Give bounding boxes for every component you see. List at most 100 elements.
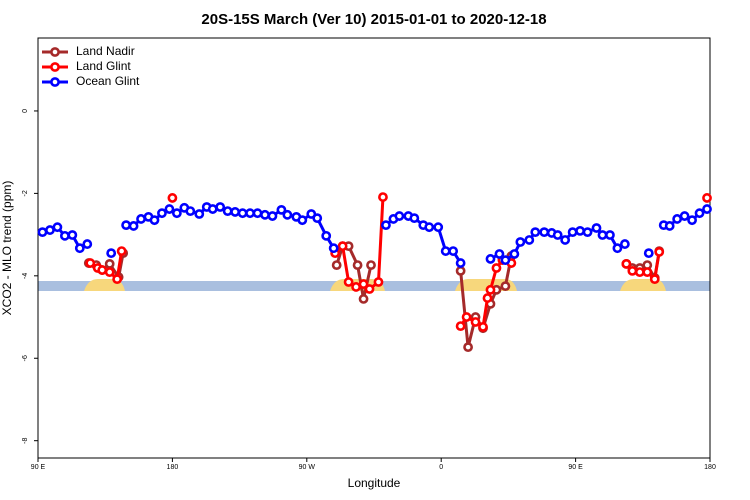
data-point	[455, 258, 466, 268]
legend-marker	[50, 47, 60, 57]
data-point	[222, 206, 233, 217]
chart-title: 20S-15S March (Ver 10) 2015-01-01 to 202…	[201, 11, 546, 28]
data-point	[112, 274, 123, 285]
data-point	[352, 260, 363, 271]
data-point	[494, 249, 505, 259]
data-point	[85, 258, 96, 268]
data-point	[478, 322, 488, 332]
data-point	[167, 193, 178, 203]
data-point	[394, 211, 405, 221]
data-point	[605, 230, 615, 240]
data-point	[463, 342, 473, 353]
data-point	[621, 258, 632, 269]
data-point	[157, 208, 167, 219]
data-point	[500, 255, 511, 266]
data-point	[82, 239, 93, 249]
data-point	[455, 321, 466, 332]
legend-label: Land Glint	[76, 59, 131, 73]
data-point	[282, 209, 293, 220]
data-point	[702, 193, 712, 203]
data-point	[358, 294, 369, 304]
data-point	[331, 260, 342, 271]
legend-label: Land Nadir	[76, 44, 135, 58]
data-point	[121, 220, 132, 231]
data-point	[619, 239, 630, 249]
data-point	[694, 208, 705, 219]
x-tick-label: 180	[704, 464, 716, 471]
data-point	[664, 221, 675, 231]
data-point	[461, 312, 472, 322]
data-point	[470, 317, 481, 327]
data-point	[591, 223, 602, 233]
data-point	[104, 267, 115, 278]
y-tick-label: -4	[22, 273, 29, 279]
data-point	[67, 230, 78, 240]
data-point	[276, 204, 287, 215]
data-point	[649, 274, 660, 285]
data-point	[74, 243, 85, 254]
data-point	[582, 227, 593, 238]
data-point	[485, 254, 496, 264]
legend-label: Ocean Glint	[76, 74, 140, 88]
legend-marker	[50, 62, 60, 72]
x-axis-label: Longitude	[348, 476, 401, 490]
data-point	[552, 230, 563, 240]
data-point	[567, 227, 578, 238]
data-point	[482, 293, 493, 303]
data-point	[215, 202, 226, 212]
data-point	[509, 249, 520, 259]
data-point	[52, 222, 63, 233]
data-point	[237, 208, 248, 219]
data-point	[539, 227, 550, 238]
x-tick-label: 180	[167, 464, 179, 471]
data-point	[597, 230, 608, 240]
data-point	[106, 248, 117, 259]
y-axis-label: XCO2 - MLO trend (ppm)	[0, 181, 14, 316]
data-point	[424, 222, 435, 233]
data-point	[515, 237, 526, 247]
data-point	[575, 225, 585, 236]
data-point	[642, 267, 653, 278]
data-point	[260, 209, 270, 220]
data-point	[297, 215, 308, 226]
data-point	[149, 215, 160, 226]
data-point	[654, 247, 665, 257]
data-point	[500, 281, 511, 292]
legend-marker	[50, 77, 60, 87]
data-point	[364, 284, 375, 294]
data-point	[530, 227, 541, 238]
data-point	[524, 235, 535, 245]
data-point	[207, 204, 218, 214]
x-tick-label: 90 E	[31, 464, 46, 471]
data-point	[343, 277, 354, 287]
data-point	[627, 265, 638, 276]
data-point	[230, 207, 241, 217]
data-point	[45, 225, 55, 235]
data-point	[59, 230, 70, 241]
data-point	[328, 243, 339, 254]
data-point	[116, 246, 127, 256]
data-point	[381, 220, 391, 231]
data-point	[185, 206, 196, 217]
data-point	[634, 267, 645, 278]
data-point	[321, 230, 332, 241]
data-point	[164, 204, 175, 214]
data-point	[448, 246, 459, 256]
data-point	[455, 265, 466, 276]
plot-frame	[37, 37, 711, 459]
data-point	[245, 208, 255, 219]
data-point	[366, 260, 376, 271]
data-point	[672, 214, 683, 224]
data-point	[485, 284, 496, 295]
data-point	[643, 248, 654, 259]
data-point	[337, 241, 348, 252]
data-point	[491, 263, 502, 273]
data-point	[194, 209, 205, 219]
data-point	[128, 221, 139, 231]
x-tick-label: 90 W	[299, 464, 316, 471]
x-tick-label: 90 E	[568, 464, 583, 471]
data-point	[358, 279, 369, 289]
data-point	[351, 282, 361, 292]
